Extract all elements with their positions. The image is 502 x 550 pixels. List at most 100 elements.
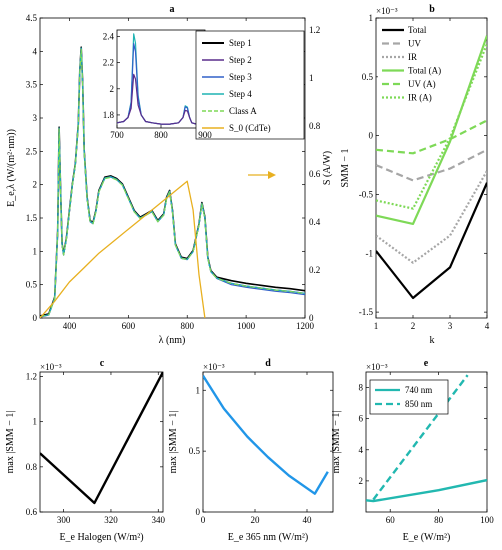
panel-a-y2tick-label: 0.6 bbox=[309, 169, 321, 179]
panel-e-frame bbox=[365, 371, 488, 513]
panel-a-inset-ytick-label: 2.4 bbox=[103, 32, 115, 42]
panel-e-xtick-label: 60 bbox=[386, 515, 396, 525]
panel-c-title: c bbox=[100, 358, 105, 369]
panel-a-arrow-head bbox=[268, 171, 276, 179]
panel-e-ytick-label: 2 bbox=[359, 476, 364, 486]
panel-b-series-0 bbox=[376, 182, 487, 300]
panel-a-ytick-label: 0.5 bbox=[26, 280, 38, 290]
panel-a-legend-label: Step 4 bbox=[229, 89, 252, 99]
panel-d-series-0 bbox=[203, 375, 329, 495]
panel-a-ytick-label: 0 bbox=[33, 313, 38, 323]
panel-a-inset-ytick-label: 1.8 bbox=[103, 110, 115, 120]
panel-e-legend-label: 740 nm bbox=[405, 385, 432, 395]
panel-b-xlabel: k bbox=[430, 335, 435, 346]
panel-a-ytick-label: 3 bbox=[33, 113, 38, 123]
panel-a-y2tick-label: 1 bbox=[309, 73, 314, 83]
panel-b-ytick-label: 0.5 bbox=[362, 72, 374, 82]
panel-c-ytick-label: 0.8 bbox=[26, 462, 38, 472]
panel-a-legend-label: Step 3 bbox=[229, 72, 252, 82]
panel-a-series-s0 bbox=[40, 180, 206, 318]
panel-a-ytick-label: 2 bbox=[33, 180, 38, 190]
panel-e-legend-label: 850 nm bbox=[405, 399, 432, 409]
panel-b-xtick-label: 4 bbox=[485, 321, 490, 331]
panel-b-legend-label: Total bbox=[408, 25, 427, 35]
panel-a-legend-box bbox=[195, 30, 305, 140]
panel-d-multiplier: ×10⁻³ bbox=[203, 362, 225, 372]
panel-b-series-1 bbox=[376, 148, 487, 182]
panel-a-y2tick-label: 1.2 bbox=[309, 25, 320, 35]
panel-b-legend-box bbox=[378, 22, 448, 108]
panel-a-xtick-label: 400 bbox=[63, 321, 77, 331]
panel-c-ytick-label: 0.6 bbox=[26, 507, 38, 517]
panel-b-xtick-label: 3 bbox=[448, 321, 453, 331]
panel-b-series-3 bbox=[376, 35, 487, 225]
panel-a-inset-frame bbox=[116, 29, 206, 129]
panel-a-xtick-label: 1000 bbox=[237, 321, 256, 331]
panel-d-xtick-label: 20 bbox=[251, 515, 261, 525]
panel-a-y2tick-label: 0 bbox=[309, 313, 314, 323]
panel-b-legend-label: UV bbox=[408, 39, 421, 49]
panel-a-y2tick-label: 0.8 bbox=[309, 121, 321, 131]
panel-d-frame bbox=[202, 371, 334, 513]
panel-c-xtick-label: 340 bbox=[152, 515, 166, 525]
panel-b-title: b bbox=[429, 4, 435, 15]
panel-c-series-0 bbox=[40, 372, 163, 505]
panel-c-xtick-label: 320 bbox=[104, 515, 118, 525]
panel-b-ytick-label: 1 bbox=[369, 13, 374, 23]
panel-b-multiplier: ×10⁻³ bbox=[376, 6, 398, 16]
panel-a-xlabel: λ (nm) bbox=[159, 335, 186, 346]
panel-b-series-2 bbox=[376, 170, 487, 264]
panel-e-ytick-label: 8 bbox=[359, 383, 364, 393]
panel-a-ytick-label: 2.5 bbox=[26, 146, 38, 156]
panel-a-ylabel: E_e,λ (W/(m²·nm)) bbox=[6, 129, 17, 207]
panel-b-series-5 bbox=[376, 43, 487, 210]
panel-a-y2tick-label: 0.2 bbox=[309, 265, 320, 275]
panel-a-inset-xtick-label: 900 bbox=[198, 130, 212, 140]
panel-e-title: e bbox=[424, 358, 429, 369]
panel-a-legend-label: Step 1 bbox=[229, 38, 252, 48]
panel-a-xtick-label: 600 bbox=[122, 321, 136, 331]
panel-e-xtick-label: 100 bbox=[480, 515, 494, 525]
panel-a-inset-xtick-label: 700 bbox=[110, 130, 124, 140]
panel-a-ytick-label: 3.5 bbox=[26, 80, 38, 90]
panel-a-inset-ytick-label: 2.2 bbox=[103, 58, 114, 68]
panel-c-ylabel: max |SMM − 1| bbox=[5, 411, 16, 474]
panel-b-ytick-label: -0.5 bbox=[359, 189, 374, 199]
panel-b-legend-label: IR bbox=[408, 52, 417, 62]
panel-c-frame bbox=[39, 371, 164, 513]
panel-a-title: a bbox=[170, 4, 175, 15]
panel-c-ytick-label: 1.2 bbox=[26, 372, 37, 382]
panel-a-frame bbox=[39, 17, 306, 319]
panel-a-ytick-label: 1 bbox=[33, 246, 38, 256]
panel-b-xtick-label: 1 bbox=[374, 321, 379, 331]
panel-b-ytick-label: -1.5 bbox=[359, 307, 374, 317]
panel-a-inset-xtick-label: 800 bbox=[154, 130, 168, 140]
panel-e-legend-box bbox=[369, 379, 449, 415]
panel-e-xtick-label: 80 bbox=[434, 515, 444, 525]
panel-b-legend-label: Total (A) bbox=[408, 66, 441, 76]
panel-b-ytick-label: -1 bbox=[366, 248, 374, 258]
panel-d-xtick-label: 40 bbox=[303, 515, 313, 525]
panel-d-xtick-label: 0 bbox=[201, 515, 206, 525]
panel-a-ytick-label: 4.5 bbox=[26, 13, 38, 23]
panel-b-frame bbox=[375, 17, 488, 319]
panel-e-xlabel: E_e (W/m²) bbox=[403, 532, 451, 543]
panel-e-ytick-label: 6 bbox=[359, 414, 364, 424]
panel-b-legend-label: UV (A) bbox=[408, 79, 436, 89]
panel-d-ytick-label: 0 bbox=[196, 507, 201, 517]
panel-d-ylabel: max |SMM − 1| bbox=[168, 411, 179, 474]
panel-a-legend-label: Class A bbox=[229, 106, 257, 116]
panel-d-xlabel: E_e 365 nm (W/m²) bbox=[228, 532, 308, 543]
panel-e-ylabel: max |SMM − 1| bbox=[331, 411, 342, 474]
panel-a-y2tick-label: 0.4 bbox=[309, 217, 321, 227]
panel-c-multiplier: ×10⁻³ bbox=[40, 362, 62, 372]
panel-b-series-4 bbox=[376, 119, 487, 155]
panel-c-xtick-label: 300 bbox=[57, 515, 71, 525]
panel-a-ytick-label: 1.5 bbox=[26, 213, 38, 223]
panel-c-ytick-label: 1 bbox=[33, 417, 38, 427]
panel-b-xtick-label: 2 bbox=[411, 321, 416, 331]
panel-a-xtick-label: 1200 bbox=[296, 321, 315, 331]
panel-c-xlabel: E_e Halogen (W/m²) bbox=[59, 532, 143, 543]
panel-d-title: d bbox=[265, 358, 271, 369]
